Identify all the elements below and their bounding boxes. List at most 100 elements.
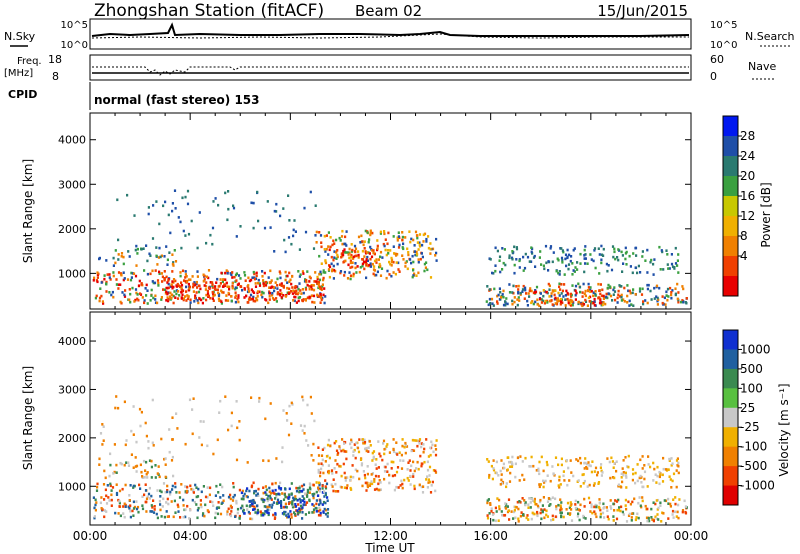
power-echo-cell bbox=[269, 269, 272, 273]
velocity-echo-cell bbox=[156, 472, 159, 475]
velocity-echo-cell bbox=[548, 504, 551, 507]
velocity-echo-cell bbox=[312, 483, 315, 487]
power-echo-cell bbox=[218, 299, 221, 302]
power-echo-cell bbox=[488, 297, 491, 301]
power-echo-cell bbox=[262, 291, 265, 295]
velocity-echo-cell bbox=[369, 482, 372, 485]
velocity-echo-cell bbox=[395, 470, 399, 474]
power-echo-cell bbox=[268, 295, 271, 298]
velocity-echo-cell bbox=[547, 497, 550, 500]
power-echo-cell bbox=[339, 239, 342, 242]
velocity-echo-cell bbox=[151, 506, 154, 509]
velocity-echo-cell bbox=[671, 509, 675, 513]
power-echo-cell bbox=[549, 245, 553, 248]
velocity-echo-cell bbox=[572, 474, 575, 478]
power-echo-cell bbox=[231, 271, 234, 274]
power-echo-cell bbox=[302, 291, 305, 295]
power-echo-cell bbox=[177, 290, 180, 293]
velocity-echo-cell bbox=[416, 439, 419, 443]
velocity-echo-cell bbox=[542, 469, 545, 473]
power-echo-cell bbox=[363, 255, 366, 258]
power-echo-cell bbox=[518, 259, 521, 263]
velocity-echo-cell bbox=[676, 510, 679, 514]
power-echo-cell bbox=[517, 288, 520, 291]
velocity-echo-cell bbox=[550, 518, 553, 522]
velocity-echo-cell bbox=[319, 499, 322, 502]
velocity-echo-cell bbox=[613, 509, 616, 512]
velocity-echo-cell bbox=[538, 483, 541, 486]
power-echo-cell bbox=[224, 278, 227, 281]
power-echo-cell bbox=[250, 288, 253, 291]
velocity-colorbar-swatch bbox=[723, 446, 738, 467]
power-echo-cell bbox=[418, 233, 422, 236]
velocity-echo-cell bbox=[308, 499, 311, 503]
power-echo-cell bbox=[536, 298, 539, 302]
power-echo-cell bbox=[140, 282, 143, 285]
velocity-echo-cell bbox=[316, 494, 320, 497]
power-echo-cell bbox=[368, 252, 371, 255]
velocity-echo-cell bbox=[245, 489, 248, 493]
power-echo-cell bbox=[203, 278, 206, 281]
power-echo-cell bbox=[412, 268, 415, 272]
velocity-echo-cell bbox=[144, 489, 148, 492]
power-echo-cell bbox=[499, 296, 503, 299]
velocity-echo-cell bbox=[501, 513, 504, 517]
power-echo-cell bbox=[646, 248, 649, 252]
power-echo-cell bbox=[358, 270, 361, 274]
power-echo-cell bbox=[254, 282, 257, 285]
power-echo-cell bbox=[366, 231, 369, 234]
velocity-echo-cell bbox=[677, 471, 680, 475]
velocity-echo-cell bbox=[139, 463, 142, 467]
velocity-echo-cell bbox=[184, 490, 187, 493]
velocity-echo-cell bbox=[674, 502, 677, 506]
velocity-echo-cell bbox=[204, 503, 207, 507]
power-echo-cell bbox=[109, 278, 112, 281]
velocity-echo-cell bbox=[583, 505, 586, 508]
power-echo-cell bbox=[161, 280, 164, 283]
power-echo-cell bbox=[339, 270, 343, 273]
power-echo-cell bbox=[164, 292, 167, 295]
power-echo-cell bbox=[236, 297, 239, 301]
velocity-echo-cell bbox=[372, 457, 375, 460]
power-echo-cell bbox=[329, 236, 332, 239]
velocity-echo-cell bbox=[511, 455, 514, 459]
velocity-echo-cell bbox=[104, 488, 107, 492]
velocity-echo-cell bbox=[641, 499, 644, 503]
power-colorbar-swatch bbox=[723, 216, 738, 237]
power-echo-cell bbox=[257, 278, 260, 282]
velocity-echo-cell bbox=[170, 459, 174, 462]
velocity-echo-cell bbox=[684, 511, 688, 515]
power-echo-cell bbox=[270, 285, 273, 289]
power-echo-cell bbox=[601, 288, 604, 292]
power-echo-cell bbox=[545, 290, 548, 294]
velocity-echo-cell bbox=[101, 423, 104, 426]
power-echo-cell bbox=[515, 258, 518, 261]
power-echo-cell bbox=[229, 272, 232, 275]
power-echo-cell bbox=[556, 300, 559, 303]
power-echo-cell bbox=[286, 291, 289, 295]
power-echo-cell bbox=[252, 299, 255, 303]
velocity-echo-cell bbox=[607, 517, 610, 521]
power-echo-cell bbox=[569, 300, 573, 304]
velocity-echo-cell bbox=[174, 482, 177, 485]
velocity-echo-cell bbox=[229, 514, 232, 518]
power-echo-cell bbox=[368, 264, 371, 267]
velocity-echo-cell bbox=[503, 514, 507, 517]
power-echo-cell bbox=[361, 264, 364, 268]
velocity-echo-cell bbox=[410, 449, 413, 453]
power-echo-cell bbox=[379, 230, 382, 234]
velocity-echo-cell bbox=[569, 504, 572, 508]
velocity-echo-cell bbox=[317, 481, 321, 485]
power-echo-cell bbox=[132, 272, 136, 275]
power-echo-cell bbox=[295, 301, 298, 304]
power-echo-cell bbox=[530, 289, 533, 293]
power-echo-cell bbox=[333, 268, 336, 272]
velocity-echo-cell bbox=[583, 461, 586, 465]
velocity-echo-cell bbox=[154, 476, 157, 479]
velocity-echo-cell bbox=[246, 508, 249, 511]
power-echo-cell bbox=[522, 255, 525, 259]
velocity-echo-cell bbox=[93, 516, 96, 520]
power-echo-cell bbox=[279, 289, 282, 292]
power-echo-cell bbox=[226, 218, 229, 222]
power-echo-cell bbox=[231, 286, 234, 290]
